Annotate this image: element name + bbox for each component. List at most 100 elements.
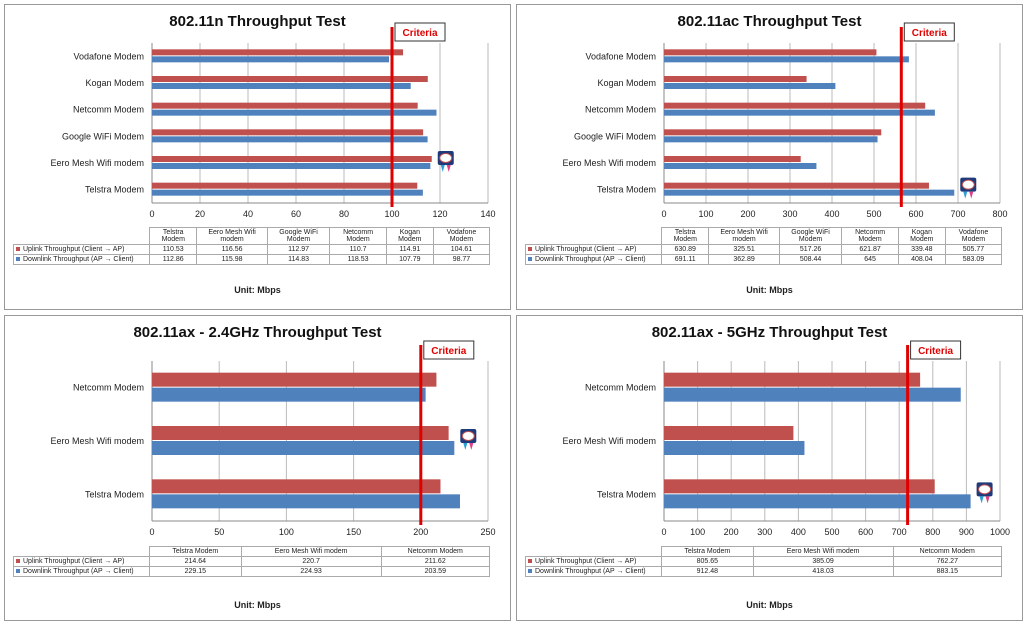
table-value: 229.15 bbox=[149, 566, 242, 577]
table-value: 211.62 bbox=[380, 556, 491, 567]
x-tick-label: 400 bbox=[791, 527, 806, 537]
table-value: 517.26 bbox=[778, 244, 843, 255]
category-label: Kogan Modem bbox=[597, 78, 656, 88]
x-tick-label: 400 bbox=[824, 209, 839, 219]
table-value: 224.93 bbox=[240, 566, 382, 577]
uplink-bar bbox=[152, 479, 441, 494]
series-name: Downlink Throughput (AP → Client) bbox=[535, 256, 646, 263]
table-row: Uplink Throughput (Client → AP) 110.53 116… bbox=[13, 244, 491, 255]
table-value: 630.89 bbox=[660, 244, 710, 255]
table-value: 912.48 bbox=[661, 566, 754, 577]
chart-title: 802.11ax - 2.4GHz Throughput Test bbox=[133, 324, 382, 341]
category-label: Telstra Modem bbox=[85, 489, 144, 499]
uplink-bar bbox=[152, 76, 428, 82]
x-tick-label: 50 bbox=[214, 527, 224, 537]
table-header: Telstra Modem bbox=[149, 546, 242, 557]
unit-label: Unit: Mbps bbox=[234, 285, 281, 295]
category-label: Telstra Modem bbox=[597, 489, 656, 499]
table-header: Eero Mesh Wifi modem bbox=[240, 546, 382, 557]
table-value: 583.09 bbox=[944, 254, 1003, 265]
unit-label: Unit: Mbps bbox=[746, 285, 793, 295]
table-value: 112.86 bbox=[148, 254, 198, 265]
x-tick-label: 300 bbox=[782, 209, 797, 219]
table-value: 883.15 bbox=[892, 566, 1003, 577]
table-value: 107.79 bbox=[385, 254, 434, 265]
table-value: 118.53 bbox=[329, 254, 387, 265]
criteria-box bbox=[423, 340, 475, 360]
x-tick-label: 100 bbox=[279, 527, 294, 537]
criteria-box bbox=[903, 22, 955, 42]
category-label: Eero Mesh Wifi modem bbox=[562, 436, 656, 446]
uplink-bar bbox=[664, 426, 794, 440]
uplink-bar bbox=[664, 182, 929, 189]
x-tick-label: 0 bbox=[661, 527, 666, 537]
x-tick-label: 600 bbox=[908, 209, 923, 219]
category-label: Telstra Modem bbox=[597, 185, 656, 195]
table-value: 339.48 bbox=[897, 244, 946, 255]
series-name: Uplink Throughput (Client → AP) bbox=[23, 246, 125, 253]
table-value: 385.09 bbox=[752, 556, 894, 567]
legend-swatch bbox=[528, 247, 532, 252]
category-label: Eero Mesh Wifi modem bbox=[50, 436, 144, 446]
x-tick-label: 500 bbox=[824, 527, 839, 537]
table-header: Eero Mesh Wifi modem bbox=[752, 546, 894, 557]
x-tick-label: 150 bbox=[346, 527, 361, 537]
downlink-bar bbox=[664, 494, 971, 509]
x-tick-label: 1000 bbox=[990, 527, 1010, 537]
table-header: Telstra Modem bbox=[148, 227, 198, 245]
table-value: 762.27 bbox=[892, 556, 1003, 567]
table-row: Downlink Throughput (AP → Client) 912.48 4… bbox=[525, 566, 1003, 577]
category-label: Google WiFi Modem bbox=[574, 131, 656, 141]
chart-panel-80211ax-5ghz: 802.11ax - 5GHz Throughput Test 0 100 200 30… bbox=[516, 315, 1023, 621]
award-badge-icon bbox=[960, 177, 977, 199]
uplink-bar bbox=[664, 102, 926, 109]
table-value: 203.59 bbox=[380, 566, 491, 577]
x-tick-label: 140 bbox=[480, 209, 495, 219]
award-badge-icon bbox=[460, 429, 477, 450]
x-tick-label: 600 bbox=[858, 527, 873, 537]
series-name: Uplink Throughput (Client → AP) bbox=[23, 558, 125, 565]
x-tick-label: 700 bbox=[892, 527, 907, 537]
legend-swatch bbox=[528, 257, 532, 262]
legend-swatch bbox=[16, 257, 20, 262]
chart-title: 802.11n Throughput Test bbox=[169, 13, 346, 30]
legend-swatch bbox=[528, 559, 532, 564]
downlink-bar bbox=[664, 163, 817, 169]
table-value: 645 bbox=[841, 254, 899, 265]
series-name: Downlink Throughput (AP → Client) bbox=[535, 568, 646, 575]
downlink-bar bbox=[152, 494, 460, 509]
downlink-bar bbox=[152, 83, 411, 89]
x-tick-label: 60 bbox=[291, 209, 301, 219]
table-value: 362.89 bbox=[708, 254, 780, 265]
downlink-bar bbox=[152, 441, 455, 455]
x-tick-label: 200 bbox=[413, 527, 428, 537]
table-header: Kogan Modem bbox=[897, 227, 946, 245]
downlink-bar bbox=[152, 136, 428, 143]
table-header: Eero Mesh Wifi modem bbox=[708, 227, 780, 245]
table-value: 115.98 bbox=[196, 254, 268, 265]
x-tick-label: 0 bbox=[149, 527, 154, 537]
chart-panel-80211ac: 802.11ac Throughput Test 0 100 200 300 400 500… bbox=[516, 4, 1023, 310]
category-label: Vodafone Modem bbox=[585, 51, 656, 61]
downlink-bar bbox=[152, 189, 423, 196]
table-value: 104.61 bbox=[432, 244, 491, 255]
plot-area: 0 100 200 300 400 500 600 700 800 900 1000 Telstra … bbox=[562, 340, 1010, 537]
table-row: Downlink Throughput (AP → Client) 229.15 2… bbox=[13, 566, 491, 577]
table-value: 214.64 bbox=[149, 556, 242, 567]
downlink-bar bbox=[664, 189, 955, 196]
table-header: Netcomm Modem bbox=[892, 546, 1003, 557]
table-row: Uplink Throughput (Client → AP) 805.65 385… bbox=[525, 556, 1003, 567]
downlink-bar bbox=[664, 387, 961, 402]
unit-label: Unit: Mbps bbox=[746, 600, 793, 610]
x-tick-label: 300 bbox=[757, 527, 772, 537]
x-tick-label: 100 bbox=[384, 209, 399, 219]
table-header: Telstra Modem bbox=[661, 546, 754, 557]
plot-area: 0 50 100 150 200 250 Telstra Modem Eero Mesh Wi… bbox=[50, 340, 496, 537]
uplink-bar bbox=[664, 372, 921, 387]
chart-title: 802.11ax - 5GHz Throughput Test bbox=[651, 324, 888, 341]
uplink-bar bbox=[152, 129, 424, 136]
category-label: Eero Mesh Wifi modem bbox=[562, 158, 656, 168]
x-tick-label: 120 bbox=[432, 209, 447, 219]
category-label: Kogan Modem bbox=[85, 78, 144, 88]
data-table: Telstra Modem Eero Mesh Wifi modem Google … bbox=[13, 227, 491, 265]
